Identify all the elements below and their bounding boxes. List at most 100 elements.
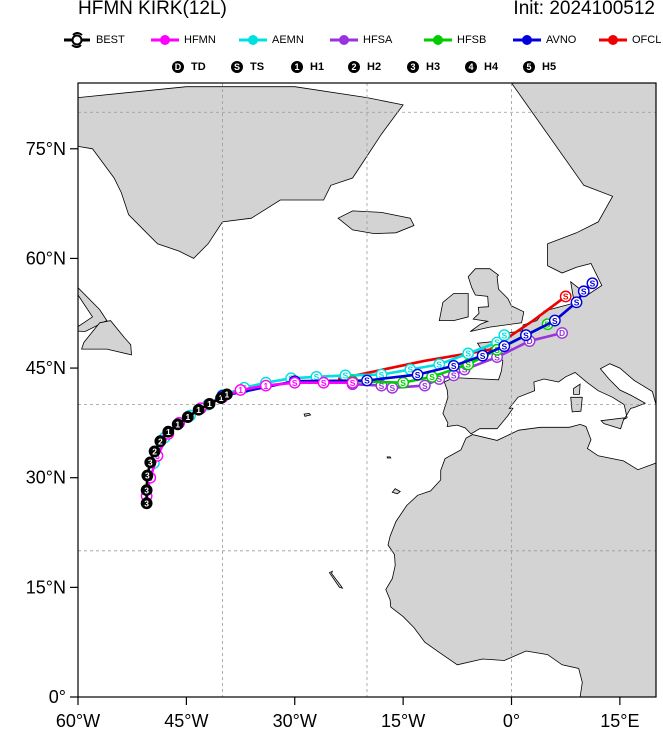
intensity-label: S [494, 352, 500, 362]
land-masses [78, 83, 656, 697]
legend-swatch [513, 35, 541, 45]
track-point [140, 497, 153, 510]
land-newfoundland [81, 320, 132, 356]
track-point [447, 359, 460, 372]
track-ofcl: S [337, 290, 572, 381]
track-point [361, 374, 373, 387]
category-label: TD [191, 61, 206, 73]
track-point [181, 411, 194, 423]
land-baffin [78, 184, 79, 216]
category-item-h5: 5 H5 [523, 61, 556, 73]
lon-tick-label: 15°W [381, 711, 425, 731]
intensity-label: 2 [158, 436, 163, 446]
intensity-label: S [581, 287, 587, 297]
land-labrador [78, 287, 108, 365]
land-canary [391, 488, 401, 495]
category-legend: D TD S TS 1 H1 2 H2 3 H3 4 H4 5 H5 [0, 61, 663, 77]
category-label: H2 [367, 61, 382, 73]
track-point [171, 418, 184, 431]
track-point [570, 296, 583, 309]
intensity-label: S [436, 360, 442, 370]
land-iceland [337, 210, 415, 235]
intensity-label: S [494, 338, 500, 348]
legend-item-hfmn: HFMN [150, 32, 216, 48]
category-item-ts: S TS [231, 61, 264, 73]
init-time: Init: 2024100512 [513, 0, 655, 19]
lon-tick-label: 45°W [164, 711, 208, 731]
category-glyph: D [172, 61, 184, 73]
track-hfmn: 333221111SSS [140, 376, 359, 502]
track-point [418, 379, 431, 392]
intensity-label: S [379, 370, 385, 380]
track-point [144, 456, 157, 469]
intensity-label: D [559, 328, 565, 338]
track-point [577, 285, 590, 298]
legend-item-hfsa: HFSA [329, 32, 392, 48]
legend-label: OFCL [632, 34, 662, 46]
land-capeverde [328, 570, 344, 589]
legend-label: AVNO [546, 34, 577, 46]
intensity-label: 1 [196, 405, 201, 415]
category-label: H4 [484, 61, 499, 73]
legend-label: HFMN [184, 34, 216, 46]
legend-swatch [599, 35, 627, 45]
model-legend: BEST HFMN AEMN HFSA HFSB AVNO OFCL [0, 32, 663, 48]
intensity-label: 3 [144, 498, 149, 508]
category-item-h4: 4 H4 [465, 61, 498, 73]
legend-label: HFSA [363, 34, 393, 46]
track-point [548, 314, 561, 327]
lon-tick-label: 0° [503, 711, 520, 731]
intensity-label: S [501, 330, 507, 340]
legend-item-avno: AVNO [512, 32, 576, 48]
intensity-label: S [480, 351, 486, 361]
intensity-label: S [563, 292, 569, 302]
category-glyph: 5 [523, 61, 535, 73]
category-item-h3: 3 H3 [407, 61, 440, 73]
intensity-label: S [523, 330, 529, 340]
legend-swatch [151, 35, 179, 45]
land-sicily [600, 417, 625, 430]
intensity-label: S [451, 371, 457, 381]
legend-swatch [330, 35, 358, 45]
category-glyph: 2 [348, 61, 360, 73]
legend-item-best: BEST [62, 32, 125, 48]
track-point [559, 290, 572, 303]
legend-item-hfsb: HFSB [423, 32, 486, 48]
legend-item-aemn: AEMN [238, 32, 304, 48]
intensity-label: 1 [207, 399, 212, 409]
land-madeira [386, 456, 392, 459]
track-point [141, 469, 154, 482]
track-point [288, 376, 301, 389]
category-label: H3 [426, 61, 441, 73]
category-glyph: 3 [407, 61, 419, 73]
intensity-label: 1 [238, 385, 243, 395]
track-point [234, 384, 247, 396]
category-label: TS [250, 61, 265, 73]
intensity-label: S [501, 341, 507, 351]
intensity-label: S [389, 383, 395, 393]
intensity-label: 3 [145, 471, 150, 481]
category-label: H1 [310, 61, 325, 73]
intensity-label: 1 [219, 393, 224, 403]
land-azores [303, 412, 312, 417]
intensity-label: S [552, 316, 558, 326]
legend-item-ofcl: OFCL [598, 32, 661, 48]
lat-tick-label: 15°N [26, 577, 66, 597]
intensity-label: S [292, 378, 298, 388]
intensity-label: 1 [175, 420, 180, 430]
legend-label: BEST [96, 34, 125, 46]
intensity-label: S [462, 365, 468, 375]
intensity-label: 1 [263, 381, 268, 391]
lat-tick-label: 45°N [26, 358, 66, 378]
hurricane-symbol-icon [64, 32, 90, 48]
track-point [154, 435, 167, 448]
land-corsica [573, 383, 581, 395]
category-item-td: D TD [172, 61, 206, 73]
intensity-label: S [364, 376, 370, 386]
intensity-label: S [400, 378, 406, 388]
category-label: H5 [542, 61, 557, 73]
intensity-label: S [436, 374, 442, 384]
category-glyph: S [231, 61, 243, 73]
